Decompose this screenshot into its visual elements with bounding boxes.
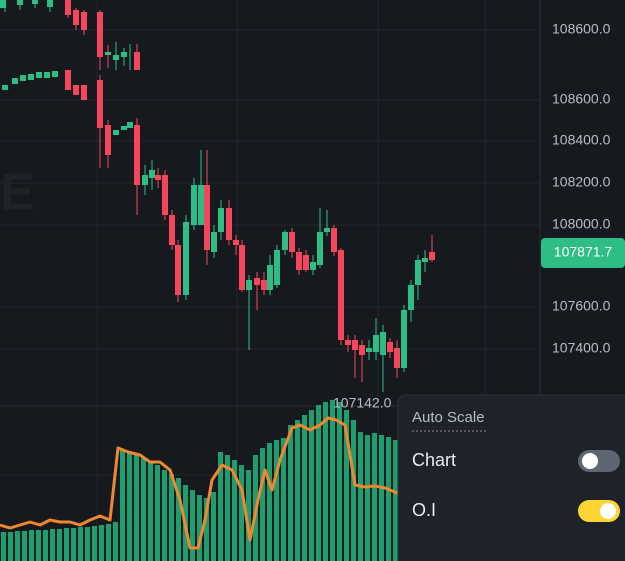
toggle-knob[interactable] <box>582 453 598 469</box>
price-label: 108200.0 <box>552 174 611 190</box>
settings-title[interactable]: Auto Scale <box>412 409 485 426</box>
watermark: E <box>0 164 35 222</box>
price-label: 108600.0 <box>552 91 611 107</box>
price-axis: 108600.0 108600.0 108400.0 108200.0 108000.0… <box>552 21 611 356</box>
price-label: 107400.0 <box>552 340 611 356</box>
current-price: 107871.7 <box>554 244 613 260</box>
oi-bars <box>1 400 398 561</box>
settings-items: Chart O.I <box>412 450 620 522</box>
oi-line <box>0 416 401 550</box>
price-label: 108000.0 <box>552 216 611 232</box>
grid <box>0 0 540 561</box>
toggle-knob[interactable] <box>600 503 616 519</box>
price-label: 107600.0 <box>552 298 611 314</box>
setting-label: Chart <box>412 450 456 470</box>
low-label: 107142.0 <box>333 395 392 411</box>
price-label: 108400.0 <box>552 132 611 148</box>
settings-panel <box>397 394 625 561</box>
price-label: 108600.0 <box>552 21 611 37</box>
candles <box>0 0 435 392</box>
setting-label: O.I <box>412 500 436 520</box>
current-price-badge <box>541 238 625 268</box>
